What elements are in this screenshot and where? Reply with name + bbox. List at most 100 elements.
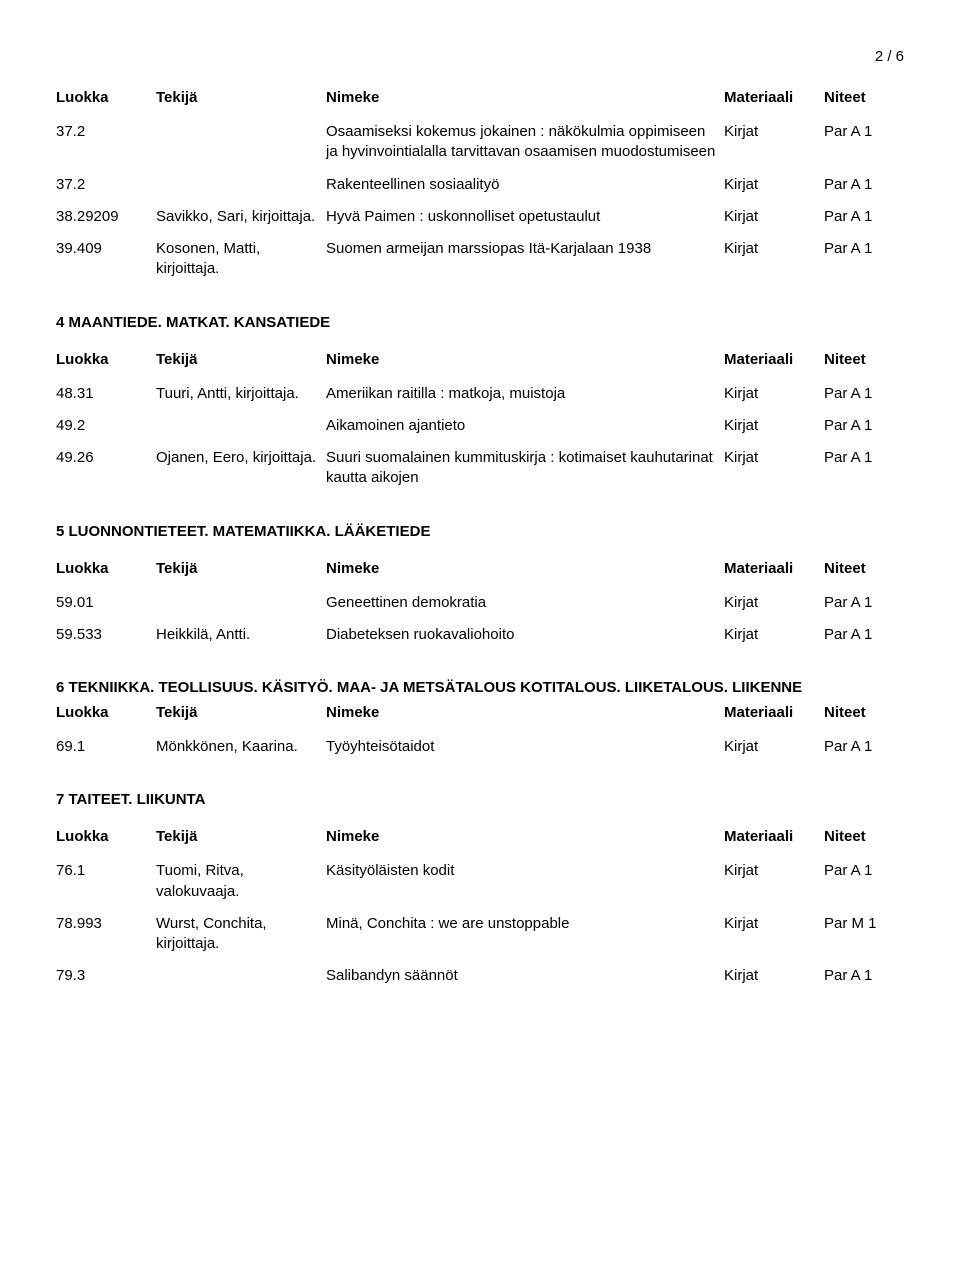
cell-materiaali: Kirjat bbox=[724, 908, 824, 961]
section-title: 4 MAANTIEDE. MATKAT. KANSATIEDE bbox=[56, 314, 904, 331]
cell-materiaali: Kirjat bbox=[724, 619, 824, 651]
cell-materiaali: Kirjat bbox=[724, 169, 824, 201]
cell-tekija: Wurst, Conchita, kirjoittaja. bbox=[156, 908, 326, 961]
column-header-nimeke: Nimeke bbox=[326, 83, 724, 116]
column-header-luokka: Luokka bbox=[56, 345, 156, 378]
column-header-luokka: Luokka bbox=[56, 822, 156, 855]
table-row: 78.993Wurst, Conchita, kirjoittaja.Minä,… bbox=[56, 908, 904, 961]
cell-tekija: Tuuri, Antti, kirjoittaja. bbox=[156, 378, 326, 410]
cell-luokka: 37.2 bbox=[56, 169, 156, 201]
column-header-materiaali: Materiaali bbox=[724, 345, 824, 378]
cell-luokka: 69.1 bbox=[56, 731, 156, 763]
cell-luokka: 79.3 bbox=[56, 960, 156, 992]
cell-tekija: Mönkkönen, Kaarina. bbox=[156, 731, 326, 763]
column-header-tekija: Tekijä bbox=[156, 698, 326, 731]
section-title: 6 TEKNIIKKA. TEOLLISUUS. KÄSITYÖ. MAA- J… bbox=[56, 679, 904, 696]
cell-niteet: Par A 1 bbox=[824, 960, 904, 992]
cell-nimeke: Työyhteisötaidot bbox=[326, 731, 724, 763]
cell-niteet: Par A 1 bbox=[824, 619, 904, 651]
cell-nimeke: Geneettinen demokratia bbox=[326, 587, 724, 619]
cell-materiaali: Kirjat bbox=[724, 960, 824, 992]
column-header-luokka: Luokka bbox=[56, 698, 156, 731]
column-header-niteet: Niteet bbox=[824, 83, 904, 116]
page-number: 2 / 6 bbox=[56, 48, 904, 65]
column-header-tekija: Tekijä bbox=[156, 554, 326, 587]
table-row: 59.533Heikkilä, Antti.Diabeteksen ruokav… bbox=[56, 619, 904, 651]
column-header-materiaali: Materiaali bbox=[724, 554, 824, 587]
data-table: LuokkaTekijäNimekeMateriaaliNiteet 69.1Mö… bbox=[56, 698, 904, 763]
data-table: LuokkaTekijäNimekeMateriaaliNiteet48.31T… bbox=[56, 345, 904, 495]
cell-niteet: Par M 1 bbox=[824, 908, 904, 961]
cell-materiaali: Kirjat bbox=[724, 587, 824, 619]
column-header-niteet: Niteet bbox=[824, 698, 904, 731]
column-header-materiaali: Materiaali bbox=[724, 83, 824, 116]
cell-nimeke: Käsityöläisten kodit bbox=[326, 855, 724, 908]
cell-niteet: Par A 1 bbox=[824, 201, 904, 233]
cell-tekija bbox=[156, 116, 326, 169]
cell-materiaali: Kirjat bbox=[724, 442, 824, 495]
cell-luokka: 49.26 bbox=[56, 442, 156, 495]
cell-nimeke: Suomen armeijan marssiopas Itä-Karjalaan… bbox=[326, 233, 724, 286]
table-row: 79.3 Salibandyn säännötKirjatPar A 1 bbox=[56, 960, 904, 992]
table-row: 38.29209Savikko, Sari, kirjoittaja.Hyvä … bbox=[56, 201, 904, 233]
column-header-nimeke: Nimeke bbox=[326, 554, 724, 587]
table-row: 37.2Rakenteellinen sosiaalityöKirjatPar … bbox=[56, 169, 904, 201]
cell-niteet: Par A 1 bbox=[824, 587, 904, 619]
column-header-tekija: Tekijä bbox=[156, 83, 326, 116]
cell-niteet: Par A 1 bbox=[824, 378, 904, 410]
cell-nimeke: Salibandyn säännöt bbox=[326, 960, 724, 992]
column-header-niteet: Niteet bbox=[824, 554, 904, 587]
cell-tekija bbox=[156, 169, 326, 201]
cell-nimeke: Minä, Conchita : we are unstoppable bbox=[326, 908, 724, 961]
cell-luokka: 48.31 bbox=[56, 378, 156, 410]
table-row: 59.01Geneettinen demokratiaKirjatPar A 1 bbox=[56, 587, 904, 619]
column-header-nimeke: Nimeke bbox=[326, 698, 724, 731]
cell-tekija bbox=[156, 410, 326, 442]
column-header-nimeke: Nimeke bbox=[326, 345, 724, 378]
cell-luokka: 38.29209 bbox=[56, 201, 156, 233]
column-header-materiaali: Materiaali bbox=[724, 698, 824, 731]
cell-niteet: Par A 1 bbox=[824, 410, 904, 442]
cell-tekija: Ojanen, Eero, kirjoittaja. bbox=[156, 442, 326, 495]
table-row: 37.2Osaamiseksi kokemus jokainen : näkök… bbox=[56, 116, 904, 169]
column-header-tekija: Tekijä bbox=[156, 822, 326, 855]
cell-materiaali: Kirjat bbox=[724, 378, 824, 410]
cell-materiaali: Kirjat bbox=[724, 201, 824, 233]
table-row: 48.31Tuuri, Antti, kirjoittaja.Ameriikan… bbox=[56, 378, 904, 410]
cell-niteet: Par A 1 bbox=[824, 169, 904, 201]
table-row: 39.409Kosonen, Matti, kirjoittaja.Suomen… bbox=[56, 233, 904, 286]
cell-luokka: 78.993 bbox=[56, 908, 156, 961]
cell-niteet: Par A 1 bbox=[824, 855, 904, 908]
column-header-tekija: Tekijä bbox=[156, 345, 326, 378]
column-header-niteet: Niteet bbox=[824, 345, 904, 378]
data-table: LuokkaTekijäNimekeMateriaaliNiteet59.01G… bbox=[56, 554, 904, 652]
cell-niteet: Par A 1 bbox=[824, 233, 904, 286]
cell-materiaali: Kirjat bbox=[724, 731, 824, 763]
section-title: 5 LUONNONTIETEET. MATEMATIIKKA. LÄÄKETIE… bbox=[56, 523, 904, 540]
cell-niteet: Par A 1 bbox=[824, 731, 904, 763]
cell-tekija bbox=[156, 587, 326, 619]
section-title: 7 TAITEET. LIIKUNTA bbox=[56, 791, 904, 808]
cell-nimeke: Diabeteksen ruokavaliohoito bbox=[326, 619, 724, 651]
cell-tekija bbox=[156, 960, 326, 992]
cell-nimeke: Suuri suomalainen kummituskirja : kotima… bbox=[326, 442, 724, 495]
column-header-nimeke: Nimeke bbox=[326, 822, 724, 855]
cell-nimeke: Hyvä Paimen : uskonnolliset opetustaulut bbox=[326, 201, 724, 233]
cell-tekija: Savikko, Sari, kirjoittaja. bbox=[156, 201, 326, 233]
cell-materiaali: Kirjat bbox=[724, 233, 824, 286]
cell-luokka: 39.409 bbox=[56, 233, 156, 286]
table-row: 76.1Tuomi, Ritva, valokuvaaja.Käsityöläi… bbox=[56, 855, 904, 908]
data-table: LuokkaTekijäNimekeMateriaaliNiteet76.1Tu… bbox=[56, 822, 904, 992]
column-header-materiaali: Materiaali bbox=[724, 822, 824, 855]
cell-luokka: 49.2 bbox=[56, 410, 156, 442]
cell-nimeke: Ameriikan raitilla : matkoja, muistoja bbox=[326, 378, 724, 410]
cell-luokka: 37.2 bbox=[56, 116, 156, 169]
cell-luokka: 76.1 bbox=[56, 855, 156, 908]
document-body: LuokkaTekijäNimekeMateriaaliNiteet37.2Os… bbox=[56, 83, 904, 993]
cell-niteet: Par A 1 bbox=[824, 442, 904, 495]
table-row: 49.26Ojanen, Eero, kirjoittaja.Suuri suo… bbox=[56, 442, 904, 495]
table-row: 49.2Aikamoinen ajantietoKirjatPar A 1 bbox=[56, 410, 904, 442]
cell-tekija: Heikkilä, Antti. bbox=[156, 619, 326, 651]
cell-materiaali: Kirjat bbox=[724, 116, 824, 169]
column-header-niteet: Niteet bbox=[824, 822, 904, 855]
